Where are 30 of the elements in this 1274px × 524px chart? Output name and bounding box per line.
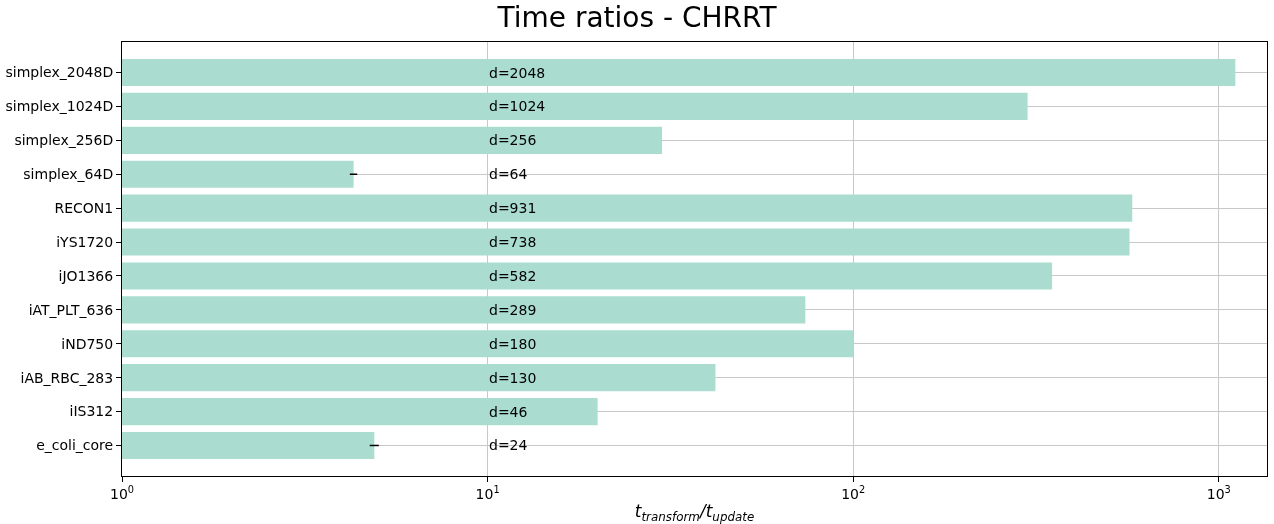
y-tick-label: RECON1 bbox=[54, 200, 114, 217]
annotation: d=289 bbox=[489, 302, 537, 318]
y-tick-label: simplex_256D bbox=[14, 132, 114, 149]
y-tick-label: iAT_PLT_636 bbox=[28, 301, 114, 318]
annotation: d=738 bbox=[489, 234, 537, 250]
annotation: d=46 bbox=[489, 404, 528, 420]
annotation: d=582 bbox=[489, 268, 537, 284]
annotation: d=256 bbox=[489, 132, 537, 148]
annotation: d=64 bbox=[489, 166, 528, 182]
x-tick-label: 10$^{0}$ bbox=[109, 483, 135, 502]
x-tick-label: 10$^{3}$ bbox=[1206, 483, 1231, 502]
y-tick-label: iIS312 bbox=[69, 403, 114, 420]
y-tick-label: simplex_64D bbox=[23, 166, 114, 183]
y-tick-label: iND750 bbox=[61, 335, 114, 352]
y-tick-label: iYS1720 bbox=[56, 233, 114, 250]
annotation: d=1024 bbox=[489, 98, 546, 114]
x-axis-title: t$_{transform}$/t$_{update}$ bbox=[634, 501, 755, 524]
y-tick-label: e_coli_core bbox=[36, 437, 114, 454]
annotation: d=24 bbox=[489, 437, 528, 453]
x-tick-label: 10$^{2}$ bbox=[841, 483, 866, 502]
y-tick-label: simplex_2048D bbox=[5, 64, 114, 81]
annotation: d=180 bbox=[489, 336, 537, 352]
y-tick-label: simplex_1024D bbox=[5, 98, 114, 115]
chart-title: Time ratios - CHRRT bbox=[496, 1, 778, 35]
x-tick-label: 10$^{1}$ bbox=[475, 483, 500, 502]
annotation: d=2048 bbox=[489, 65, 546, 81]
annotation: d=130 bbox=[489, 370, 537, 386]
annotation: d=931 bbox=[489, 200, 537, 216]
y-tick-label: iAB_RBC_283 bbox=[20, 369, 114, 386]
y-tick-label: iJO1366 bbox=[58, 267, 114, 284]
